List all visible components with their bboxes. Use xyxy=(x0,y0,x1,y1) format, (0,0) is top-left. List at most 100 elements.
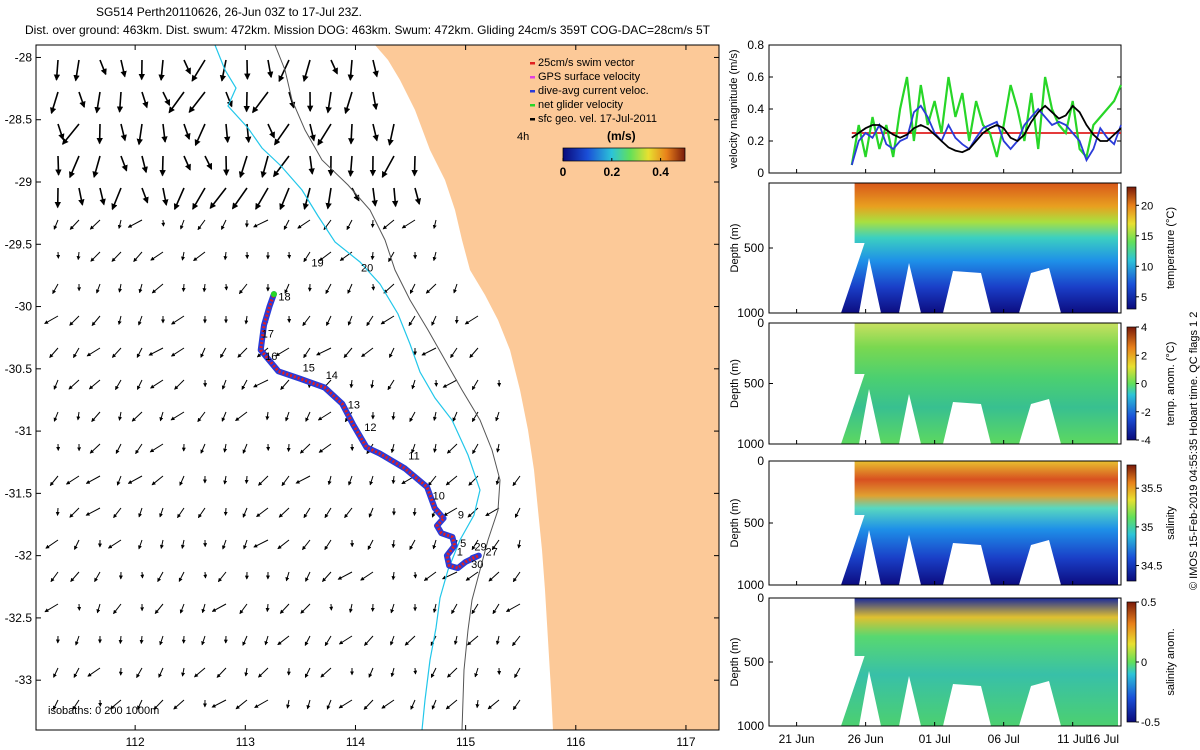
velocity-arrow xyxy=(275,347,290,357)
velocity-arrow xyxy=(445,475,458,486)
velocity-arrow xyxy=(159,411,164,422)
velocity-arrow xyxy=(221,379,227,390)
velocity-arrow xyxy=(94,91,101,114)
section-colorbar-tick-label: -0.5 xyxy=(1141,717,1160,729)
velocity-arrow xyxy=(237,347,248,358)
velocity-arrow xyxy=(304,635,311,646)
velocity-arrow xyxy=(252,91,269,114)
colorbar-tick-label: 0 xyxy=(560,165,567,179)
velocity-arrow xyxy=(94,571,101,583)
map-y-tick-label: -31 xyxy=(15,424,33,438)
section-data-field xyxy=(841,598,1118,726)
velocity-arrow xyxy=(62,123,80,145)
velocity-arrow xyxy=(468,475,479,486)
velocity-arrow xyxy=(49,347,59,359)
velocity-arrow xyxy=(220,347,227,359)
section-ylabel: Depth (m) xyxy=(729,499,741,548)
velocity-arrow xyxy=(241,379,248,390)
legend-entry: sfc geo. vel. 17-Jul-2011 xyxy=(538,113,657,125)
velocity-arrow xyxy=(223,507,228,516)
map-y-tick-label: -29 xyxy=(15,175,33,189)
velocity-arrow xyxy=(221,219,227,231)
velocity-arrow xyxy=(324,635,332,647)
velocity-arrow xyxy=(278,507,290,518)
velocity-arrow xyxy=(95,283,101,294)
velocity-arrow xyxy=(391,539,396,549)
section-colorbar-tick-label: -4 xyxy=(1141,435,1151,447)
velocity-arrow xyxy=(127,219,143,228)
velocity-arrow xyxy=(138,539,143,550)
velocity-arrow xyxy=(485,507,500,517)
velocity-arrow xyxy=(135,443,143,455)
velocity-arrow xyxy=(87,667,101,677)
velocity-arrow xyxy=(475,699,480,709)
velocity-arrow xyxy=(96,603,101,614)
velocity-arrow xyxy=(299,443,311,454)
map-x-tick-label: 115 xyxy=(456,735,475,749)
legend-swatch xyxy=(530,118,535,121)
velocity-arrow xyxy=(318,443,332,453)
velocity-arrow xyxy=(410,699,416,710)
velocity-arrow xyxy=(344,507,353,519)
velocity-arrow xyxy=(517,539,522,549)
velocity-arrow xyxy=(371,283,376,291)
day-label: 29 xyxy=(474,542,486,554)
section-colorbar-tick-label: 2 xyxy=(1141,350,1147,362)
velocity-arrow xyxy=(471,411,479,423)
velocity-arrow xyxy=(50,571,59,583)
velocity-arrow xyxy=(495,635,500,645)
velocity-arrow xyxy=(368,667,374,678)
section-data-field xyxy=(841,323,1118,444)
velocity-arrow xyxy=(388,251,395,263)
velocity-arrow xyxy=(89,219,101,230)
velocity-arrow xyxy=(390,667,395,678)
velocity-arrow xyxy=(431,315,437,326)
map-x-tick-label: 116 xyxy=(566,735,585,749)
velocity-arrow xyxy=(221,411,227,422)
velocity-arrow xyxy=(474,667,479,678)
velocity-arrow xyxy=(85,507,101,516)
map-x-tick-label: 112 xyxy=(126,735,145,749)
section-y-tick-label: 1000 xyxy=(737,437,764,451)
velocity-arrow xyxy=(159,155,166,177)
section-colorbar-tick-label: 4 xyxy=(1141,322,1147,334)
velocity-arrow xyxy=(116,91,124,113)
velocity-arrow xyxy=(467,507,479,518)
velocity-arrow xyxy=(161,123,168,143)
velocity-arrow xyxy=(244,315,249,325)
velocity-arrow xyxy=(200,347,206,358)
velocity-arrow xyxy=(151,475,164,486)
day-label: 11 xyxy=(408,451,419,463)
map-y-tick-label: -30.5 xyxy=(5,362,33,376)
day-label: 5 xyxy=(460,538,466,550)
velocity-arrow xyxy=(277,635,290,646)
velocity-arrow xyxy=(285,411,290,422)
velocity-arrow xyxy=(203,571,208,579)
isobath-200m xyxy=(274,45,501,730)
velocity-arrow xyxy=(286,699,291,709)
velocity-arrow xyxy=(411,379,416,390)
glider-last-position xyxy=(270,291,277,298)
velocity-arrow xyxy=(433,443,438,453)
velocity-arrow xyxy=(138,507,143,518)
velocity-arrow xyxy=(109,699,122,710)
velocity-arrow xyxy=(55,507,60,516)
section-colorbar-tick-label: 0 xyxy=(1141,379,1147,391)
velocity-arrow xyxy=(324,539,332,551)
section-y-tick-label: 0 xyxy=(757,454,764,468)
velocity-arrow xyxy=(150,379,164,389)
velocity-arrow xyxy=(120,123,127,142)
section-y-tick-label: 0 xyxy=(757,591,764,605)
velocity-arrow xyxy=(139,635,144,645)
velocity-arrow xyxy=(158,667,164,678)
velocity-series-line xyxy=(851,104,1122,154)
velocity-arrow xyxy=(371,91,379,111)
velocity-arrow xyxy=(137,315,143,326)
section-colorbar-tick-label: 35 xyxy=(1141,522,1153,534)
velocity-arrow xyxy=(255,187,269,210)
map-x-tick-label: 114 xyxy=(346,735,365,749)
velocity-arrow xyxy=(283,219,290,230)
velocity-arrow xyxy=(404,635,416,646)
velocity-arrow xyxy=(364,635,374,646)
